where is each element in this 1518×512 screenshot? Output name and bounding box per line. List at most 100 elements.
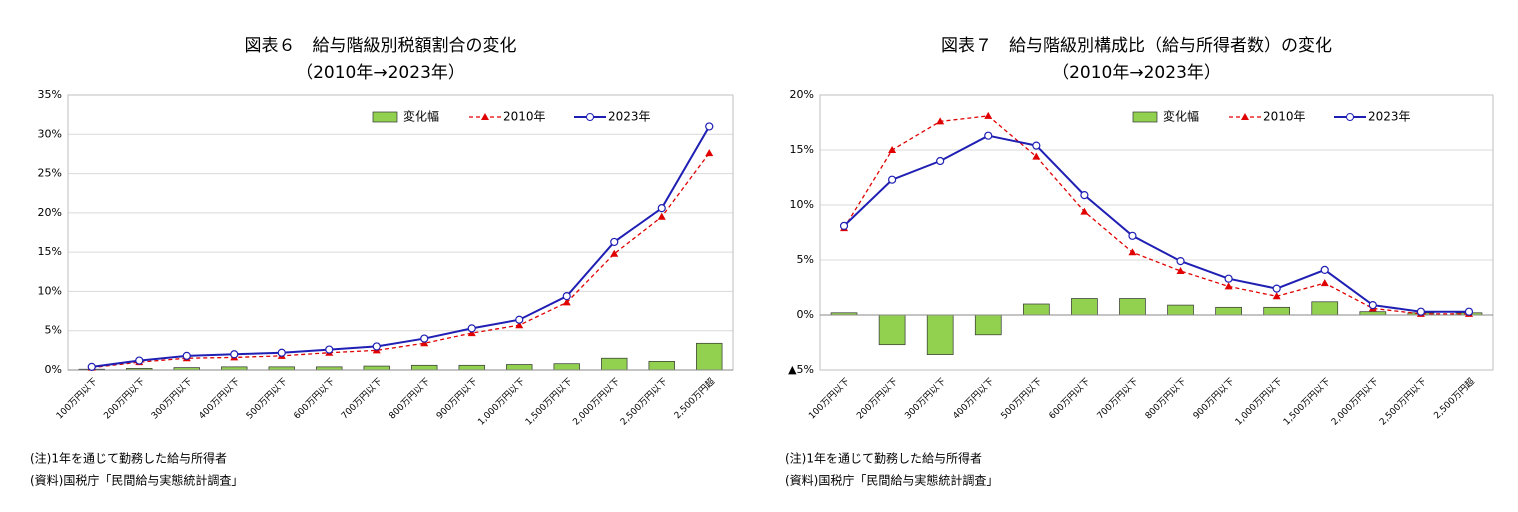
plot-frame [819,94,1494,371]
note: (注)1年を通じて勤務した給与所得者 [30,451,227,466]
line [91,152,710,369]
marker [1032,152,1041,160]
y-tick-label: 35% [38,88,62,101]
marker [1368,301,1377,310]
marker [705,122,714,131]
x-tick-label: 900万円以下 [1191,376,1236,421]
x-tick-label: 2,000万円以下 [1329,376,1380,427]
marker [984,131,993,140]
marker [1176,267,1185,274]
bar [1263,306,1291,316]
x-tick-label: 800万円以下 [387,376,432,421]
y-tick-label: 5% [45,324,62,337]
bar [1119,298,1146,316]
marker [515,321,524,329]
marker [420,334,429,343]
bar [878,314,906,346]
x-tick-label: 100万円以下 [54,376,99,421]
marker [1320,279,1329,287]
marker [562,298,571,306]
bar [1215,306,1242,316]
bar [648,361,675,371]
bar [696,342,723,371]
x-tick-label: 1,000万円以下 [476,376,527,427]
bar [1311,301,1339,316]
x-tick-label: 1,500万円以下 [523,376,574,427]
marker [657,212,666,220]
line [91,125,711,368]
x-tick-label: 700万円以下 [339,376,384,421]
marker [1320,265,1329,274]
plot-frame [67,94,734,371]
marker [984,111,993,119]
legend-label: 変化幅 [1163,109,1199,124]
y-tick-label: 20% [38,206,62,219]
marker [1416,307,1425,316]
marker [467,329,476,337]
note: (注)1年を通じて勤務した給与所得者 [785,451,982,466]
x-tick-label: 700万円以下 [1095,376,1140,421]
marker [839,221,849,230]
legend-marker [1241,113,1249,120]
marker [515,315,524,324]
marker [277,348,286,357]
marker [1272,292,1281,300]
bar [926,314,954,355]
chart-title: 図表６ 給与階級別税額割合の変化 [245,36,517,56]
y-tick-label: 0% [797,308,814,321]
x-tick-label: 100万円以下 [807,376,852,421]
x-tick-label: 500万円以下 [244,376,289,421]
marker [705,149,714,157]
bar [411,364,438,371]
line [843,134,1469,313]
marker [325,345,334,354]
marker [936,117,945,125]
marker [610,249,619,257]
marker [420,339,429,347]
x-tick-label: 400万円以下 [197,376,242,421]
marker [1464,307,1474,316]
chart-title: 図表７ 給与階級別構成比（給与所得者数）の変化 [941,36,1332,56]
x-tick-label: 2,500万円超 [671,375,717,421]
y-tick-label: 10% [38,284,62,297]
x-tick-label: 400万円以下 [951,376,996,421]
x-tick-label: 300万円以下 [149,376,194,421]
legend-label: 2023年 [1368,110,1411,124]
marker [135,356,144,365]
legend-label: 2023年 [608,110,651,124]
y-tick-label: 20% [790,88,814,101]
y-tick-label: 15% [790,143,814,156]
bar [974,314,1002,336]
x-tick-label: 600万円以下 [292,376,337,421]
marker [610,237,619,247]
bar [601,357,628,371]
bar [553,363,580,371]
chart: 図表６ 給与階級別税額割合の変化 （2010年→2023年） 0% 5% 10% 15% 2… [30,36,734,488]
marker [372,342,381,351]
y-tick-label: 5% [797,253,814,266]
legend-label: 2010年 [503,110,546,124]
legend-swatch [372,111,398,123]
legend-marker [481,113,489,120]
marker [888,175,897,184]
x-tick-label: 500万円以下 [999,376,1044,421]
x-tick-label: 2,500万円以下 [1377,376,1428,427]
marker [1032,141,1041,150]
marker [182,351,191,360]
chart-subtitle: （2010年→2023年） [1052,63,1221,83]
marker [888,146,897,153]
legend-label: 変化幅 [403,109,439,124]
x-tick-label: 2,500万円超 [1431,375,1477,421]
y-tick-label: 25% [38,167,62,180]
marker [87,362,96,371]
source: (資料)国税庁「民間給与実態統計調査」 [785,473,998,488]
x-tick-label: 200万円以下 [855,376,900,421]
marker [1128,248,1137,256]
y-tick-label: 10% [790,198,814,211]
x-tick-label: 1,500万円以下 [1281,376,1332,427]
bar [506,364,533,371]
marker [562,292,571,301]
marker [1128,231,1137,240]
marker [657,204,666,213]
